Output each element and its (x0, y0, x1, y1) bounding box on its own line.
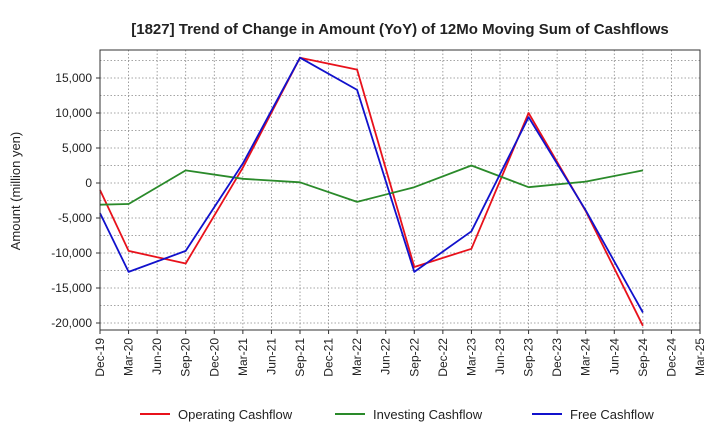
x-tick-label: Mar-25 (693, 338, 707, 376)
x-tick-label: Mar-24 (579, 338, 593, 376)
grid (99, 50, 701, 330)
y-tick-label: 10,000 (55, 106, 92, 120)
chart-title: [1827] Trend of Change in Amount (YoY) o… (131, 21, 669, 38)
series-line-operating-cashflow (99, 56, 644, 327)
x-tick-label: Mar-22 (350, 338, 364, 376)
x-tick-label: Mar-23 (464, 338, 478, 376)
x-tick-label: Jun-20 (150, 338, 164, 375)
y-tick-label: -15,000 (51, 281, 92, 295)
series-lines (99, 56, 644, 327)
x-tick-label: Jun-22 (379, 338, 393, 375)
y-axis-label: Amount (million yen) (8, 132, 23, 251)
x-tick-label: Dec-21 (322, 338, 336, 377)
legend-label-operating-cashflow: Operating Cashflow (178, 407, 293, 422)
y-ticks: 15,000 10,000 5,000 0 -5,000 -10,000 -15,000 -2… (51, 71, 100, 330)
x-tick-label: Dec-22 (436, 338, 450, 377)
y-tick-label: -10,000 (51, 246, 92, 260)
plot-area-frame (99, 49, 701, 331)
x-tick-label: Mar-21 (236, 338, 250, 376)
x-tick-label: Dec-20 (207, 338, 221, 377)
y-tick-label: 15,000 (55, 71, 92, 85)
x-tick-label: Sep-22 (407, 338, 421, 377)
y-tick-label: 5,000 (62, 141, 92, 155)
x-tick-label: Jun-23 (493, 338, 507, 375)
legend: Operating Cashflow Investing Cashflow Free… (140, 407, 654, 422)
y-tick-label: 0 (85, 176, 92, 190)
x-tick-label: Dec-23 (550, 338, 564, 377)
y-tick-label: -20,000 (51, 316, 92, 330)
y-tick-label: -5,000 (58, 211, 92, 225)
x-tick-label: Mar-20 (122, 338, 136, 376)
legend-label-free-cashflow: Free Cashflow (570, 407, 654, 422)
x-tick-label: Jun-21 (264, 338, 278, 375)
x-tick-label: Sep-20 (179, 338, 193, 377)
x-tick-label: Dec-24 (664, 338, 678, 377)
series-line-free-cashflow (99, 56, 644, 313)
x-tick-label: Sep-24 (636, 338, 650, 377)
x-tick-label: Dec-19 (93, 338, 107, 377)
x-tick-label: Jun-24 (607, 338, 621, 375)
series-line-investing-cashflow (99, 164, 644, 206)
x-tick-label: Sep-21 (293, 338, 307, 377)
x-ticks: Dec-19 Mar-20 Jun-20 Sep-20 Dec-20 Mar-21 Jun-… (93, 330, 707, 377)
x-tick-label: Sep-23 (522, 338, 536, 377)
legend-label-investing-cashflow: Investing Cashflow (373, 407, 483, 422)
